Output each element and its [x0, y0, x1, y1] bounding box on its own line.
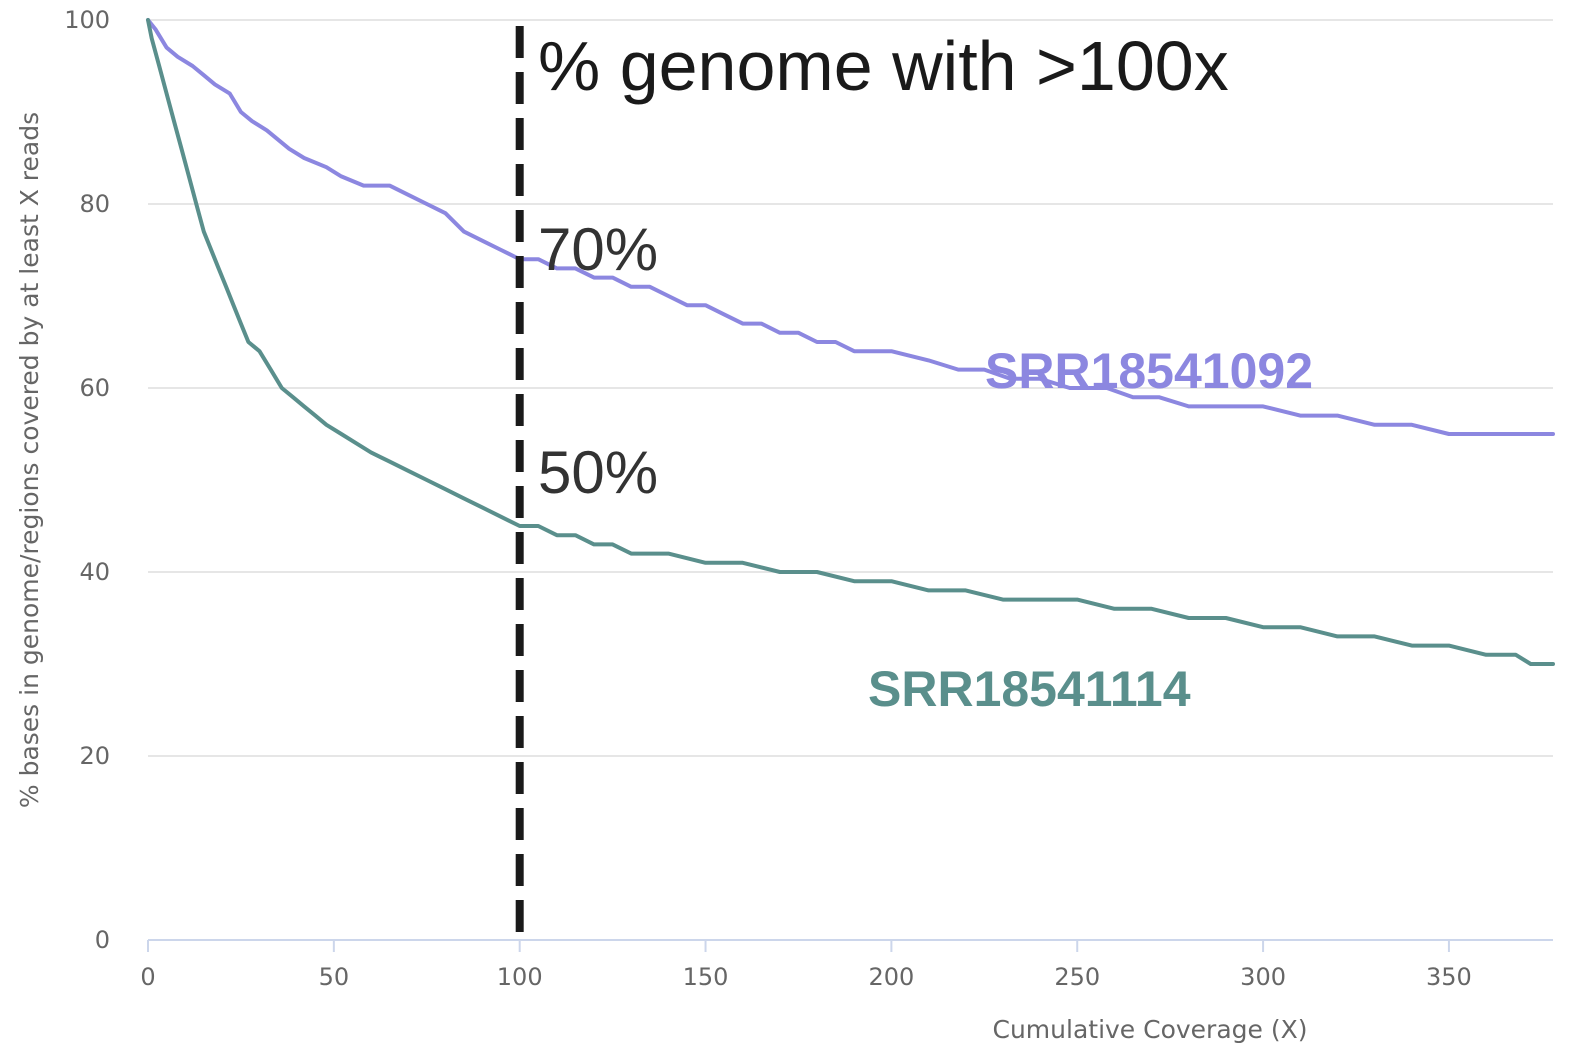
series-label-srr18541114: SRR18541114 [868, 661, 1191, 717]
x-tick-label: 300 [1240, 963, 1286, 991]
y-tick-label: 0 [95, 926, 110, 954]
series-line-srr18541092 [146, 18, 1555, 436]
grid-layer [148, 19, 1553, 757]
axis-layer: 0 20 40 60 80 100 0 50 100 150 200 250 300 350 Cumulat… [15, 6, 1553, 1044]
y-tick-label: 80 [79, 190, 110, 218]
y-axis-title: % bases in genome/regions covered by at … [15, 112, 44, 808]
series-line-srr18541114 [146, 18, 1555, 666]
annotation-label-lower: 50% [538, 439, 658, 506]
x-tick-label: 100 [497, 963, 543, 991]
x-tick-label: 50 [319, 963, 350, 991]
series-layer [146, 18, 1555, 666]
annotation-layer: SRR18541092 SRR18541114 % genome with >100… [515, 26, 1313, 934]
y-tick-label: 100 [64, 6, 110, 34]
x-tick-label: 250 [1054, 963, 1100, 991]
y-tick-label: 40 [79, 558, 110, 586]
x-tick-label: 350 [1426, 963, 1472, 991]
x-tick-label: 0 [140, 963, 155, 991]
x-tick-label: 150 [683, 963, 729, 991]
annotation-label-upper: 70% [538, 216, 658, 283]
y-tick-label: 60 [79, 374, 110, 402]
series-label-srr18541092: SRR18541092 [985, 343, 1313, 399]
annotation-title: % genome with >100x [538, 27, 1229, 105]
x-tick-label: 200 [868, 963, 914, 991]
y-tick-label: 20 [79, 742, 110, 770]
x-axis-title: Cumulative Coverage (X) [993, 1015, 1308, 1044]
